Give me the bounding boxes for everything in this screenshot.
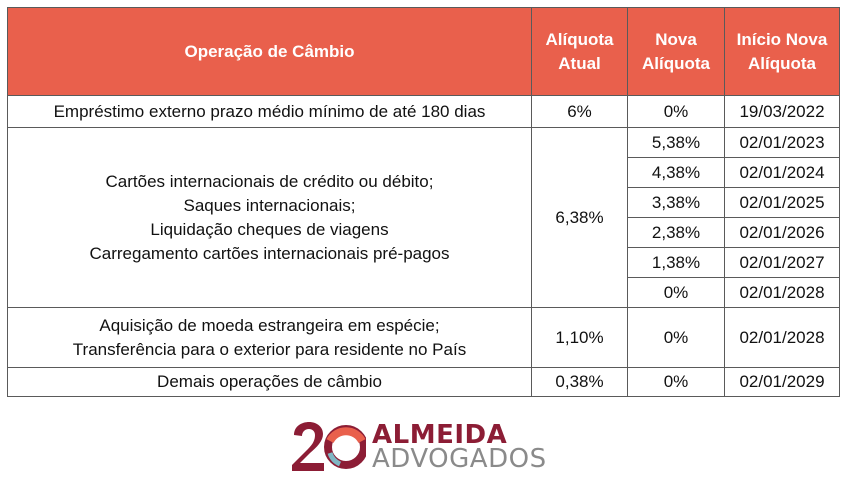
cell-current-rate-cards: 6,38% — [531, 127, 628, 308]
table-row-cards-step-6: 0% 02/01/2028 — [8, 277, 840, 308]
cell-start-date: 02/01/2025 — [724, 187, 840, 218]
cell-new-rate: 4,38% — [627, 157, 725, 188]
almeida-advogados-logo: ALMEIDA ADVOGADOS — [290, 421, 550, 473]
cell-new-rate: 0% — [627, 307, 725, 368]
iof-rates-table: Operação de Câmbio Alíquota Atual Nova A… — [7, 7, 840, 397]
cell-new-rate: 3,38% — [627, 187, 725, 218]
logo-numeral-20 — [292, 422, 366, 471]
table-row-cards-step-3: 3,38% 02/01/2025 — [8, 187, 840, 218]
cell-operation: Empréstimo externo prazo médio mínimo de… — [7, 95, 532, 128]
cell-new-rate: 0% — [627, 277, 725, 308]
cell-current-rate: 0,38% — [531, 367, 628, 397]
cell-operation-cards: Cartões internacionais de crédito ou déb… — [7, 127, 532, 308]
logo-wordmark-advogados: ADVOGADOS — [372, 444, 547, 474]
logo-wordmark-almeida: ALMEIDA — [372, 420, 508, 450]
table-row-cash: Aquisição de moeda estrangeira em espéci… — [7, 307, 840, 368]
cell-current-rate: 6% — [531, 95, 628, 128]
cell-start-date: 02/01/2028 — [724, 307, 840, 368]
cell-new-rate: 0% — [627, 95, 725, 128]
header-row: Operação de Câmbio Alíquota Atual Nova A… — [7, 7, 840, 96]
table-row-cards-step-5: 1,38% 02/01/2027 — [8, 247, 840, 278]
cell-new-rate: 0% — [627, 367, 725, 397]
table-row-cards-step-2: 4,38% 02/01/2024 — [8, 157, 840, 188]
cell-new-rate: 5,38% — [627, 127, 725, 158]
cell-start-date: 02/01/2029 — [724, 367, 840, 397]
cell-start-date: 19/03/2022 — [724, 95, 840, 128]
table-row-cards-step-4: 2,38% 02/01/2026 — [8, 217, 840, 248]
cell-start-date: 02/01/2023 — [724, 127, 840, 158]
cell-current-rate: 1,10% — [531, 307, 628, 368]
cell-new-rate: 2,38% — [627, 217, 725, 248]
cell-operation: Demais operações de câmbio — [7, 367, 532, 397]
header-start-date: Início Nova Alíquota — [724, 7, 840, 96]
table-row-other: Demais operações de câmbio 0,38% 0% 02/0… — [7, 367, 840, 397]
table-row-loans: Empréstimo externo prazo médio mínimo de… — [7, 95, 840, 128]
header-operation: Operação de Câmbio — [7, 7, 532, 96]
cell-start-date: 02/01/2028 — [724, 277, 840, 308]
cell-start-date: 02/01/2026 — [724, 217, 840, 248]
cell-operation: Aquisição de moeda estrangeira em espéci… — [7, 307, 532, 368]
header-current-rate: Alíquota Atual — [531, 7, 628, 96]
header-new-rate: Nova Alíquota — [627, 7, 725, 96]
table-row-cards-step-1: Cartões internacionais de crédito ou déb… — [7, 127, 840, 308]
cell-start-date: 02/01/2027 — [724, 247, 840, 278]
cell-start-date: 02/01/2024 — [724, 157, 840, 188]
cell-new-rate: 1,38% — [627, 247, 725, 278]
